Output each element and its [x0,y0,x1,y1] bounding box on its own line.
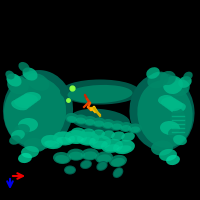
Ellipse shape [56,137,72,144]
Ellipse shape [65,113,79,123]
Ellipse shape [81,128,95,138]
Ellipse shape [5,71,15,79]
Ellipse shape [20,94,38,104]
Ellipse shape [151,140,173,156]
Ellipse shape [55,155,69,163]
Ellipse shape [4,77,66,147]
Ellipse shape [24,138,46,152]
Ellipse shape [18,153,32,163]
Ellipse shape [163,76,183,94]
Ellipse shape [173,135,187,145]
Ellipse shape [104,144,120,151]
Ellipse shape [3,70,73,150]
Ellipse shape [68,135,84,143]
Ellipse shape [111,131,125,141]
Ellipse shape [101,130,115,140]
Ellipse shape [101,119,115,129]
Ellipse shape [71,128,85,136]
Ellipse shape [27,73,49,91]
Ellipse shape [69,152,83,160]
Ellipse shape [11,100,29,110]
Ellipse shape [7,76,29,94]
Ellipse shape [22,67,38,81]
Ellipse shape [160,121,180,135]
Ellipse shape [146,67,160,79]
Ellipse shape [170,108,186,136]
Ellipse shape [101,139,123,153]
Ellipse shape [44,140,60,148]
Ellipse shape [129,73,195,151]
Ellipse shape [74,114,88,125]
Ellipse shape [14,98,32,108]
Ellipse shape [80,137,96,144]
Ellipse shape [121,132,135,142]
Ellipse shape [65,130,87,144]
Ellipse shape [53,131,75,145]
Ellipse shape [113,167,123,178]
Ellipse shape [70,109,130,131]
Ellipse shape [128,123,142,134]
Ellipse shape [109,155,127,167]
Ellipse shape [92,141,108,148]
Ellipse shape [170,103,186,113]
Ellipse shape [166,155,180,165]
Ellipse shape [23,92,41,102]
Ellipse shape [97,154,111,162]
Ellipse shape [164,99,180,109]
Ellipse shape [130,126,140,133]
Ellipse shape [68,85,132,103]
Ellipse shape [9,135,21,145]
Ellipse shape [60,79,140,104]
Ellipse shape [137,80,193,148]
Ellipse shape [183,72,193,80]
Ellipse shape [95,151,113,163]
Ellipse shape [83,116,97,126]
Ellipse shape [81,148,99,160]
Ellipse shape [119,122,133,132]
Ellipse shape [11,130,25,140]
Ellipse shape [114,168,122,177]
Ellipse shape [91,129,105,139]
Ellipse shape [67,149,85,161]
Ellipse shape [17,96,35,106]
Ellipse shape [160,71,176,85]
Ellipse shape [89,135,111,149]
Ellipse shape [64,166,76,174]
Ellipse shape [18,118,38,132]
Ellipse shape [158,95,174,105]
Ellipse shape [77,132,99,146]
Ellipse shape [168,128,184,140]
Ellipse shape [170,80,190,96]
Ellipse shape [178,76,192,88]
Ellipse shape [113,140,135,154]
Ellipse shape [159,149,177,161]
Ellipse shape [76,117,86,124]
Ellipse shape [97,162,107,170]
Ellipse shape [147,72,169,88]
Ellipse shape [41,135,63,149]
Ellipse shape [111,158,125,166]
Ellipse shape [96,161,108,171]
Ellipse shape [65,166,75,173]
Ellipse shape [53,152,71,164]
Ellipse shape [14,124,30,136]
Ellipse shape [81,161,91,168]
Ellipse shape [92,117,106,128]
Ellipse shape [116,145,132,153]
Ellipse shape [85,119,95,125]
Ellipse shape [67,116,77,122]
Ellipse shape [112,123,122,130]
Ellipse shape [6,73,22,87]
Ellipse shape [110,120,124,131]
Ellipse shape [21,146,39,158]
Ellipse shape [94,120,104,127]
Ellipse shape [121,125,131,131]
Ellipse shape [18,62,30,72]
Ellipse shape [161,97,177,107]
Ellipse shape [83,151,97,159]
Ellipse shape [167,101,183,111]
Ellipse shape [103,122,113,128]
Ellipse shape [80,160,92,169]
